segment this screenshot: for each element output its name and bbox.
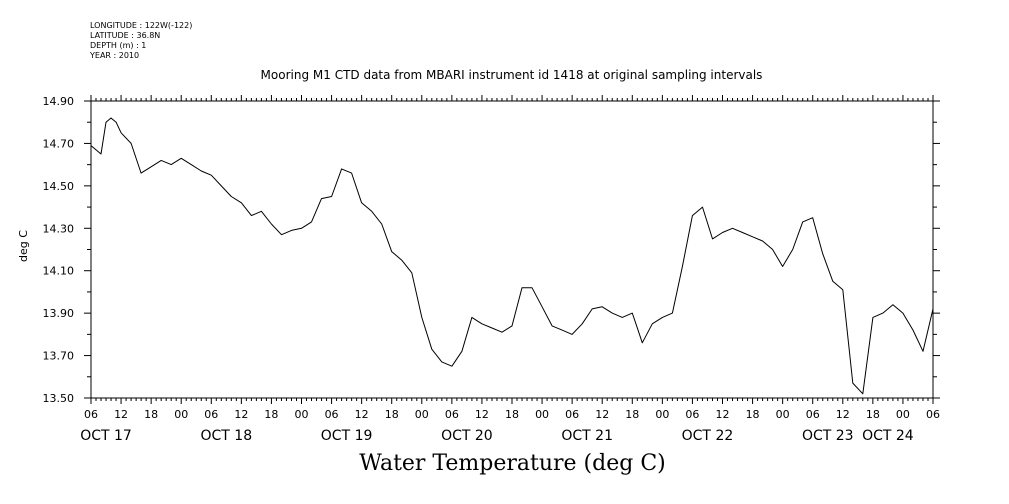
chart-title: Mooring M1 CTD data from MBARI instrumen… xyxy=(260,68,763,82)
x-tick-label: 00 xyxy=(174,408,188,421)
x-tick-label: 00 xyxy=(776,408,790,421)
x-day-label: OCT 20 xyxy=(441,428,493,444)
x-tick-label: 12 xyxy=(234,408,248,421)
x-tick-label: 06 xyxy=(806,408,820,421)
year-label: YEAR : 2010 xyxy=(90,51,140,60)
plot-frame xyxy=(90,100,934,399)
x-tick-label: 12 xyxy=(716,408,730,421)
x-day-label: OCT 22 xyxy=(682,428,734,444)
x-tick-label: 06 xyxy=(204,408,218,421)
x-tick-label: 18 xyxy=(264,408,278,421)
x-tick-label: 00 xyxy=(535,408,549,421)
y-tick-label: 14.50 xyxy=(43,180,75,193)
depth-label: DEPTH (m) : 1 xyxy=(90,41,147,50)
x-tick-label: 18 xyxy=(866,408,880,421)
x-tick-label: 12 xyxy=(114,408,128,421)
y-tick-label: 13.50 xyxy=(43,392,75,405)
y-tick-label: 13.70 xyxy=(43,350,75,363)
x-day-label: OCT 17 xyxy=(80,428,132,444)
x-tick-label: 12 xyxy=(475,408,489,421)
x-tick-label: 06 xyxy=(445,408,459,421)
x-tick-label: 18 xyxy=(144,408,158,421)
x-tick-label: 06 xyxy=(84,408,98,421)
series-line-water-temperature xyxy=(90,117,934,395)
y-tick-label: 14.90 xyxy=(43,95,75,108)
y-tick-label: 14.30 xyxy=(43,222,75,235)
y-tick-label: 13.90 xyxy=(43,307,75,320)
x-day-label: OCT 23 xyxy=(802,428,854,444)
x-tick-label: 12 xyxy=(836,408,850,421)
x-tick-label: 00 xyxy=(295,408,309,421)
x-tick-label: 12 xyxy=(595,408,609,421)
y-tick-label: 14.10 xyxy=(43,265,75,278)
longitude-label: LONGITUDE : 122W(-122) xyxy=(90,21,193,30)
x-day-label: OCT 19 xyxy=(321,428,373,444)
x-tick-label: 00 xyxy=(655,408,669,421)
x-tick-label: 18 xyxy=(385,408,399,421)
x-tick-label: 18 xyxy=(625,408,639,421)
x-tick-label: 06 xyxy=(685,408,699,421)
x-tick-label: 06 xyxy=(325,408,339,421)
y-tick-label: 14.70 xyxy=(43,137,75,150)
x-tick-label: 18 xyxy=(746,408,760,421)
x-day-label: OCT 24 xyxy=(862,428,914,444)
latitude-label: LATITUDE : 36.8N xyxy=(90,31,161,40)
chart-caption: Water Temperature (deg C) xyxy=(359,451,666,476)
metadata-block: LONGITUDE : 122W(-122) LATITUDE : 36.8N … xyxy=(90,21,192,61)
x-tick-label: 00 xyxy=(415,408,429,421)
x-tick-label: 06 xyxy=(565,408,579,421)
x-tick-label: 18 xyxy=(505,408,519,421)
x-day-label: OCT 21 xyxy=(561,428,613,444)
x-tick-label: 12 xyxy=(355,408,369,421)
x-tick-label: 00 xyxy=(896,408,910,421)
x-day-label: OCT 18 xyxy=(201,428,253,444)
x-tick-label: 06 xyxy=(926,408,940,421)
